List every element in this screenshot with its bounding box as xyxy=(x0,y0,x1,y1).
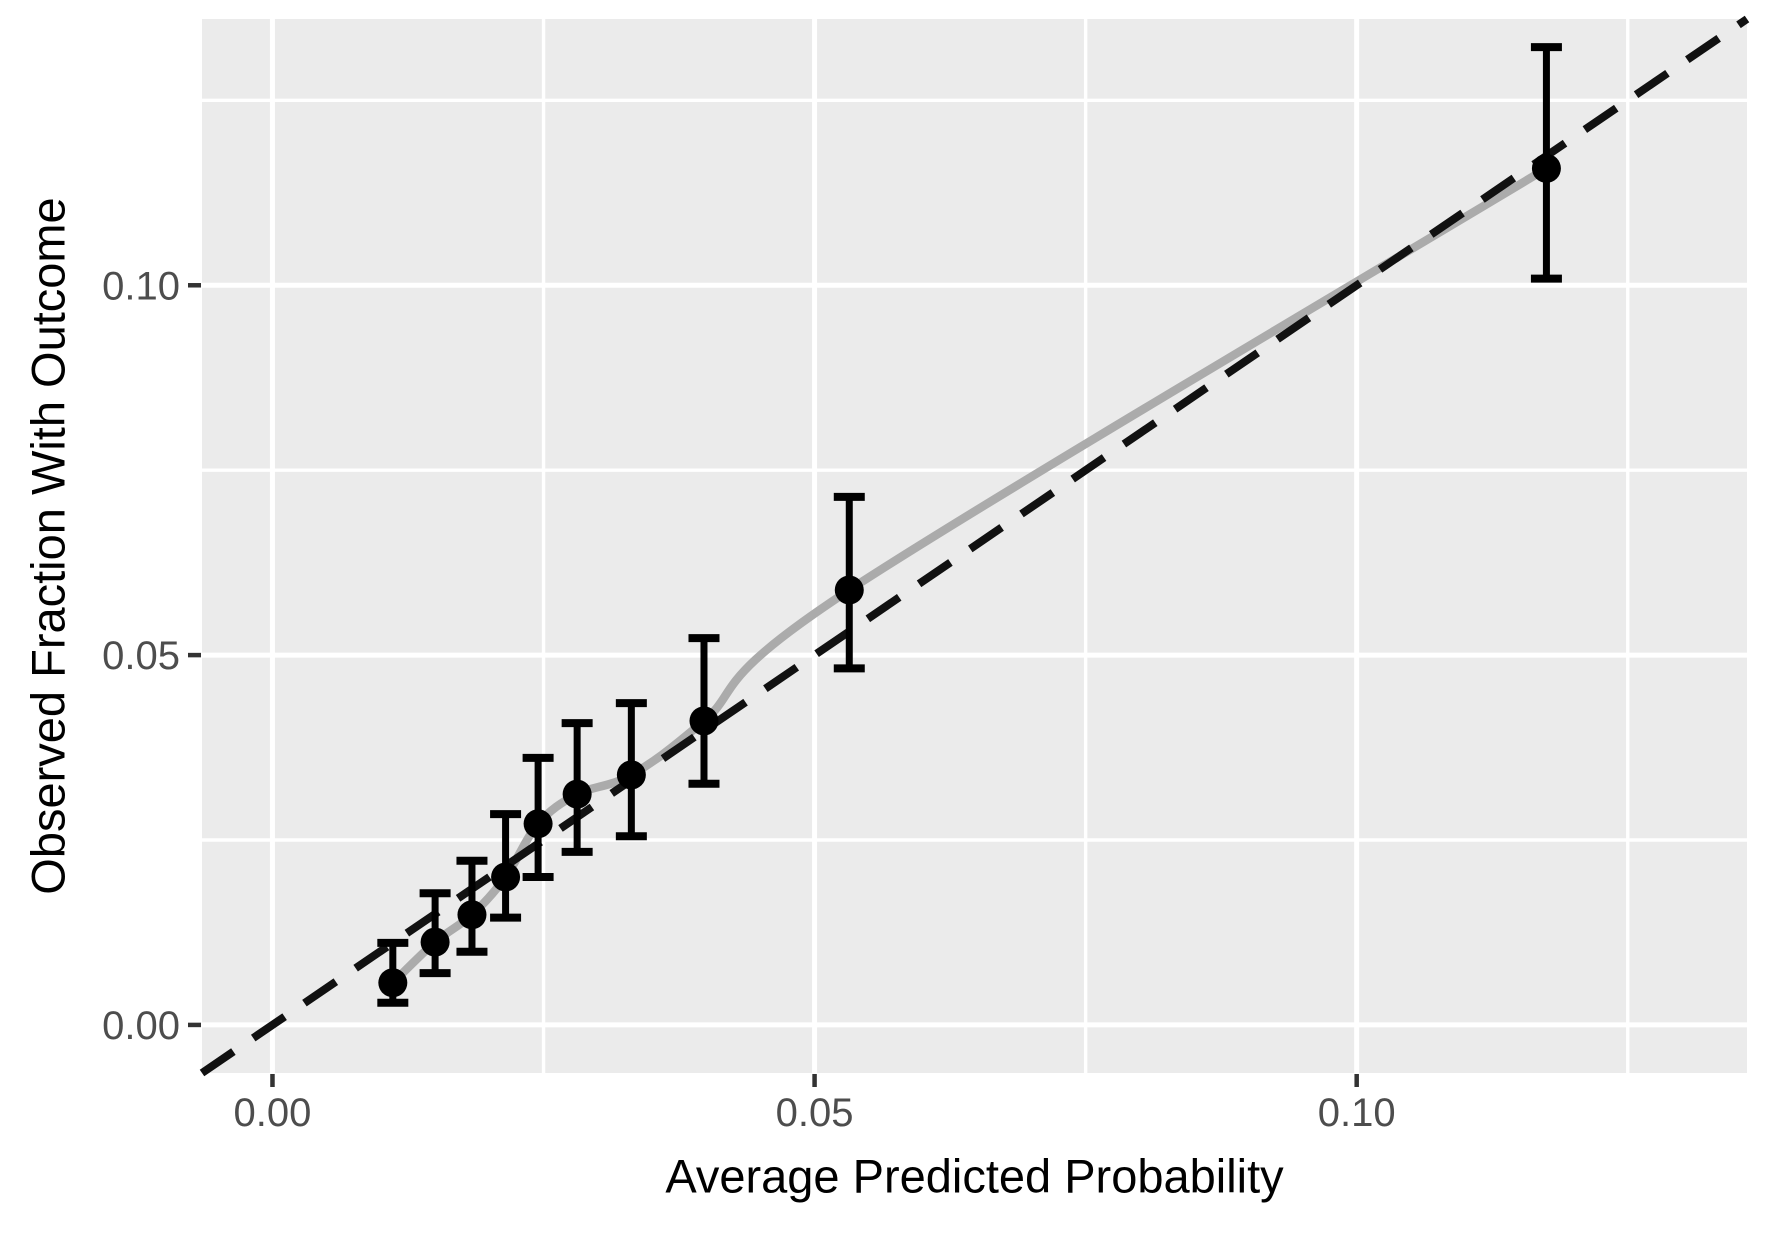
data-point xyxy=(420,927,450,957)
data-point xyxy=(378,968,408,998)
data-point xyxy=(523,809,553,839)
data-point xyxy=(562,779,592,809)
y-tick-label: 0.10 xyxy=(102,264,180,308)
x-tick-label: 0.00 xyxy=(234,1091,312,1135)
identity-line xyxy=(199,15,1750,1077)
data-point xyxy=(457,900,487,930)
data-point xyxy=(689,706,719,736)
y-tick-label: 0.00 xyxy=(102,1004,180,1048)
data-point xyxy=(616,760,646,790)
y-axis-title: Observed Fraction With Outcome xyxy=(21,197,75,895)
x-tick-label: 0.05 xyxy=(776,1091,854,1135)
y-tick-label: 0.05 xyxy=(102,634,180,678)
x-tick-label: 0.10 xyxy=(1318,1091,1396,1135)
data-point xyxy=(834,575,864,605)
data-point xyxy=(1531,153,1561,183)
x-axis-title: Average Predicted Probability xyxy=(665,1149,1284,1203)
data-point xyxy=(491,862,521,892)
